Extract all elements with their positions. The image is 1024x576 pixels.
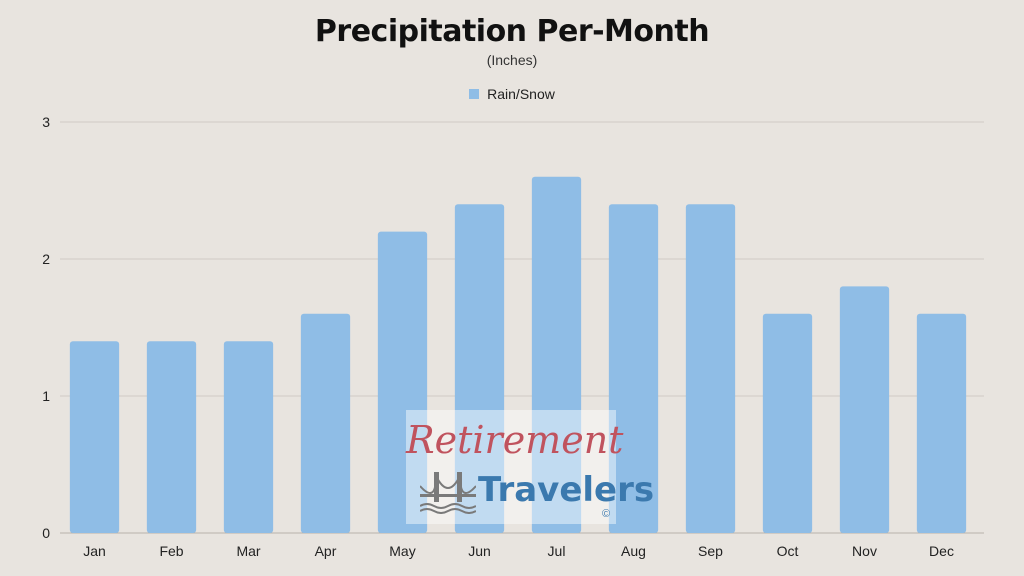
- y-tick-label: 2: [42, 251, 50, 267]
- x-tick-label: Dec: [929, 543, 954, 559]
- bar-jun: [454, 204, 505, 533]
- bar-dec: [916, 313, 967, 533]
- copyright-symbol: ©: [602, 508, 611, 520]
- bar-may: [377, 231, 428, 533]
- bar-oct: [762, 313, 813, 533]
- bar-jul: [531, 176, 582, 534]
- x-tick-label: Feb: [159, 543, 183, 559]
- bar-aug: [608, 204, 659, 533]
- chart-subtitle: (Inches): [486, 52, 538, 68]
- x-tick-label: Sep: [698, 543, 723, 559]
- bridge-icon: [420, 472, 476, 514]
- legend-swatch: [469, 89, 480, 99]
- bar-feb: [146, 341, 197, 533]
- bar-jan: [69, 341, 120, 533]
- watermark-line2: Travelers: [478, 470, 655, 510]
- chart-title: Precipitation Per-Month: [314, 14, 710, 49]
- x-tick-label: Aug: [621, 543, 646, 559]
- y-tick-label: 3: [42, 114, 50, 130]
- bar-mar: [223, 341, 274, 533]
- x-tick-label: Apr: [315, 543, 337, 559]
- x-tick-label: Oct: [777, 543, 799, 559]
- y-tick-label: 0: [42, 525, 50, 541]
- x-tick-label: Mar: [236, 543, 260, 559]
- y-tick-label: 1: [42, 388, 50, 404]
- x-tick-label: Nov: [852, 543, 877, 559]
- bar-nov: [839, 286, 890, 533]
- bar-sep: [685, 204, 736, 533]
- x-tick-label: May: [389, 543, 415, 559]
- x-tick-label: Jul: [548, 543, 566, 559]
- watermark-line1: Retirement: [406, 418, 624, 462]
- x-tick-label: Jan: [83, 543, 106, 559]
- watermark-logo: Retirement Travelers ©: [406, 410, 654, 524]
- legend-label: Rain/Snow: [487, 86, 555, 102]
- x-tick-label: Jun: [468, 543, 491, 559]
- chart-legend: Rain/Snow: [0, 86, 1024, 102]
- bar-apr: [300, 313, 351, 533]
